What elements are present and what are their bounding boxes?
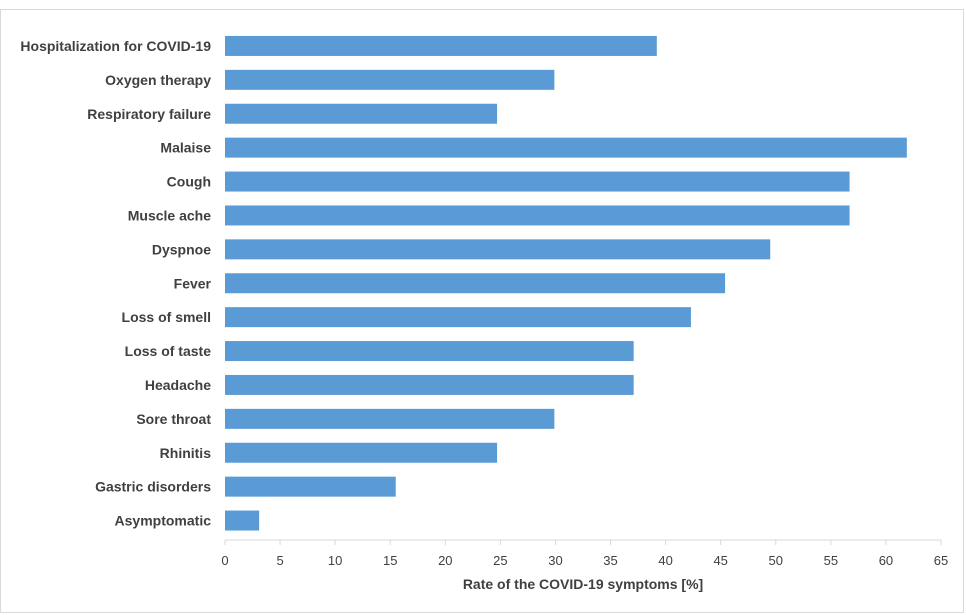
x-tick-label: 40 bbox=[658, 553, 672, 568]
category-labels-group: Hospitalization for COVID-19 Oxygen thera… bbox=[20, 38, 211, 529]
category-label: Hospitalization for COVID-19 bbox=[20, 38, 211, 54]
category-label: Headache bbox=[145, 377, 211, 393]
bar bbox=[225, 307, 691, 328]
x-tick-label: 35 bbox=[603, 553, 617, 568]
bar bbox=[225, 239, 771, 260]
category-label: Rhinitis bbox=[160, 445, 212, 461]
category-label: Sore throat bbox=[136, 411, 211, 427]
x-tick-label: 30 bbox=[548, 553, 562, 568]
bar bbox=[225, 442, 498, 463]
bar bbox=[225, 103, 498, 124]
category-label: Gastric disorders bbox=[95, 479, 211, 495]
x-tick-label: 55 bbox=[824, 553, 838, 568]
category-label: Loss of taste bbox=[125, 343, 212, 359]
x-axis-title: Rate of the COVID-19 symptoms [%] bbox=[463, 576, 703, 592]
x-tick-label: 65 bbox=[934, 553, 948, 568]
x-tick-label: 60 bbox=[879, 553, 893, 568]
category-label: Dyspnoe bbox=[152, 241, 211, 257]
category-label: Cough bbox=[167, 174, 211, 190]
bar bbox=[225, 341, 634, 362]
x-tick-label: 20 bbox=[438, 553, 452, 568]
category-label: Fever bbox=[174, 275, 212, 291]
bar bbox=[225, 408, 555, 429]
x-tick-label: 10 bbox=[328, 553, 342, 568]
x-ticks-group: 0 5 10 15 20 25 30 35 40 45 50 55 60 65 bbox=[221, 540, 948, 568]
bar bbox=[225, 69, 555, 90]
category-label: Respiratory failure bbox=[87, 106, 211, 122]
x-tick-label: 15 bbox=[383, 553, 397, 568]
bar bbox=[225, 171, 850, 192]
x-tick-label: 5 bbox=[276, 553, 283, 568]
x-tick-label: 50 bbox=[769, 553, 783, 568]
category-label: Asymptomatic bbox=[115, 513, 212, 529]
category-label: Loss of smell bbox=[122, 309, 211, 325]
bar bbox=[225, 273, 726, 294]
bar bbox=[225, 476, 396, 497]
category-label: Malaise bbox=[160, 140, 211, 156]
bar bbox=[225, 510, 260, 531]
bar bbox=[225, 205, 850, 226]
bar bbox=[225, 137, 907, 158]
bars-group bbox=[225, 35, 907, 531]
x-tick-label: 0 bbox=[221, 553, 228, 568]
x-tick-label: 45 bbox=[713, 553, 727, 568]
category-label: Muscle ache bbox=[128, 207, 211, 223]
bar bbox=[225, 35, 657, 56]
category-label: Oxygen therapy bbox=[105, 72, 211, 88]
x-tick-label: 25 bbox=[493, 553, 507, 568]
bar bbox=[225, 374, 634, 395]
